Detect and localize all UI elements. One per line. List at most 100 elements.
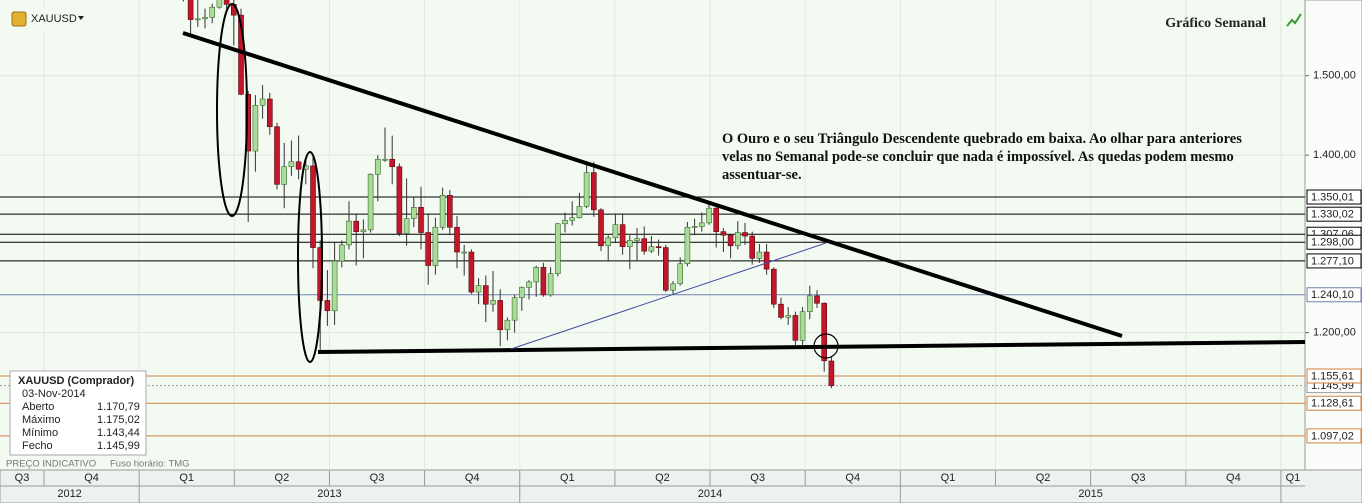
candle-body — [497, 300, 504, 331]
level-label-bg — [1306, 234, 1362, 250]
candle-body — [727, 234, 734, 247]
quarter-label: Q2 — [1036, 472, 1051, 484]
quarter-label: Q1 — [179, 472, 194, 484]
info-label: Máximo — [22, 414, 61, 426]
candle-body — [432, 226, 439, 266]
chart-title: Gráfico Semanal — [1165, 16, 1266, 31]
candle-body — [346, 220, 352, 246]
level-label: 1.128,61 — [1311, 398, 1354, 410]
candle-body — [634, 238, 640, 241]
circle — [813, 333, 839, 359]
quarter-label: Q2 — [655, 472, 670, 484]
info-value: 1.175,02 — [97, 414, 140, 426]
level-label-bg — [1306, 206, 1362, 222]
candle-body — [389, 158, 396, 168]
candle-body — [670, 283, 676, 291]
candle-body — [533, 267, 540, 283]
symbol-box[interactable]: XAUUSD — [8, 8, 90, 30]
level-label: 1.350,01 — [1311, 191, 1354, 203]
candle-body — [223, 0, 230, 5]
level-label-bg — [1306, 287, 1362, 303]
candle-body — [439, 195, 446, 228]
candle-body — [295, 161, 302, 170]
y-tick-label: 1.400,00 — [1313, 149, 1356, 161]
level-label-bg — [1306, 368, 1362, 384]
year-label: 2012 — [57, 488, 81, 500]
symbol: XAUUSD — [31, 13, 77, 25]
candle-body — [605, 237, 612, 247]
level-label: 1.330,02 — [1311, 209, 1354, 221]
quarter-label: Q4 — [84, 472, 99, 484]
level-label: 1.155,61 — [1311, 370, 1354, 382]
candle-body — [526, 281, 532, 288]
quarter-label: Q3 — [15, 472, 30, 484]
candle-body — [612, 224, 619, 239]
level-label-bg — [1306, 253, 1362, 269]
quarter-label: Q3 — [750, 472, 765, 484]
candle-body — [756, 251, 763, 259]
candle-body — [504, 319, 511, 331]
candle-body — [238, 14, 244, 95]
candle-body — [461, 251, 468, 254]
candle-body — [742, 232, 748, 237]
year-label: 2013 — [317, 488, 341, 500]
level-label: 1.240,10 — [1311, 289, 1354, 301]
candle-body — [288, 161, 295, 168]
year-label: 2015 — [1078, 488, 1102, 500]
candle-body — [713, 207, 720, 232]
candle-body — [734, 232, 741, 247]
candle-body — [266, 98, 273, 128]
info-label: Fecho — [22, 440, 53, 452]
quarter-label: Q4 — [845, 472, 860, 484]
info-box: XAUUSD (Comprador) 03-Nov-2014 Aberto 1.1… — [9, 370, 147, 456]
level-label-bg — [1306, 395, 1362, 411]
trendline — [182, 31, 1123, 338]
candle-body — [677, 263, 684, 285]
candle-body — [353, 220, 360, 232]
quarter-label: Q4 — [1226, 472, 1241, 484]
candle-body — [583, 172, 590, 207]
support-line — [317, 340, 1305, 354]
candle-body — [821, 302, 828, 362]
candle-body — [590, 172, 597, 211]
candle-body — [619, 224, 626, 247]
level-label: 1.298,00 — [1311, 237, 1354, 249]
candle-body — [374, 158, 381, 175]
candle-body — [454, 226, 460, 253]
year-label: 2014 — [698, 488, 722, 500]
level-label-bg — [1306, 428, 1362, 444]
y-tick-label: 1.200,00 — [1313, 327, 1356, 339]
symbol-icon — [11, 11, 27, 27]
candle-body — [274, 126, 280, 185]
quarter-label: Q1 — [1286, 472, 1301, 484]
candle-body — [216, 0, 223, 8]
quarter-label: Q1 — [941, 472, 956, 484]
candle-body — [187, 0, 194, 20]
thin-trendline — [510, 242, 827, 350]
quarter-label: Q2 — [275, 472, 290, 484]
candle-body — [540, 267, 547, 296]
candle-body — [259, 98, 266, 106]
annotation-line: O Ouro e o seu Triângulo Descendente que… — [722, 131, 1242, 147]
level-label: 1.277,10 — [1311, 255, 1354, 267]
candle-body — [655, 246, 662, 248]
candle-body — [245, 94, 251, 152]
candle-body — [382, 158, 388, 161]
candle-body — [626, 240, 633, 247]
candle-body — [468, 251, 475, 293]
quarter-label: Q1 — [560, 472, 575, 484]
candle-body — [367, 173, 374, 231]
candle-body — [490, 300, 496, 305]
footer-price: PREÇO INDICATIVO — [6, 459, 96, 470]
candle-body — [648, 246, 655, 252]
candle-body — [691, 226, 698, 228]
quarter-label: Q4 — [465, 472, 480, 484]
footer-tz: Fuso horário: TMG — [110, 459, 190, 470]
y-tick-label: 1.500,00 — [1313, 70, 1356, 82]
info-date: 03-Nov-2014 — [22, 388, 86, 400]
info-label: Aberto — [22, 401, 54, 413]
candle-body — [576, 206, 583, 218]
annotation-line: assentuar-se. — [722, 167, 802, 183]
plot-bg — [0, 0, 1305, 470]
